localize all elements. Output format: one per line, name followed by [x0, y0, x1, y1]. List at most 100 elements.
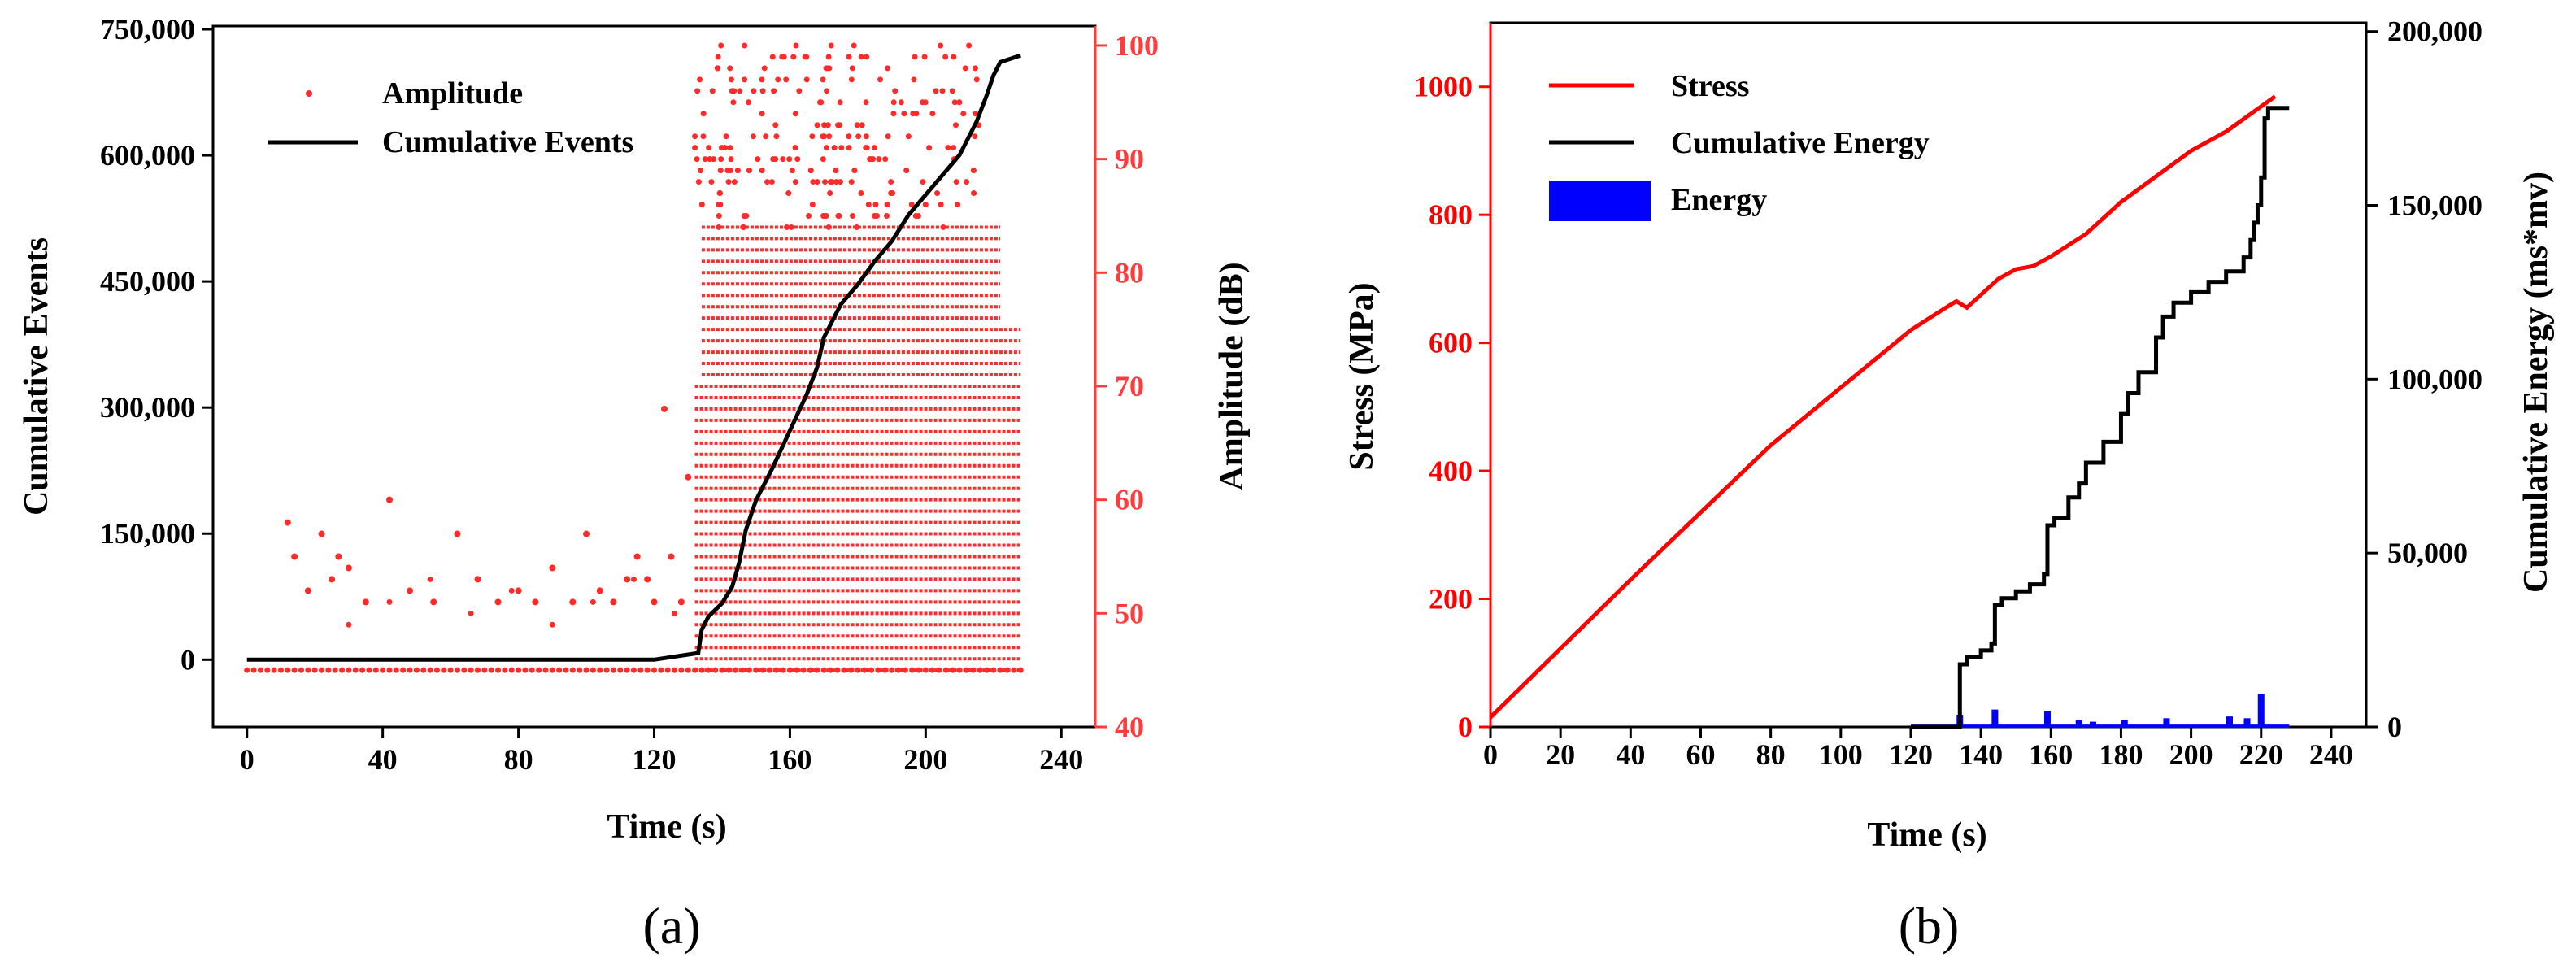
energy-bar	[2075, 720, 2082, 727]
amplitude-point	[685, 667, 691, 673]
legend-cumulative-energy-label: Cumulative Energy	[1671, 126, 1930, 160]
legend-cumulative-label: Cumulative Events	[382, 125, 633, 159]
amplitude-point	[630, 667, 637, 673]
amplitude-point	[912, 54, 918, 60]
x-tick-label-b: 20	[1546, 738, 1575, 771]
amplitude-point	[863, 145, 869, 151]
amplitude-point	[780, 156, 786, 163]
amplitude-point	[277, 667, 284, 673]
amplitude-point	[372, 667, 379, 673]
amplitude-point	[820, 212, 827, 219]
legend-amplitude-marker	[306, 90, 312, 97]
legend-energy-label: Energy	[1671, 183, 1767, 217]
amplitude-point	[590, 667, 596, 673]
amplitude-point	[761, 65, 768, 72]
amplitude-point	[933, 88, 939, 94]
amplitude-point	[790, 54, 797, 60]
y-tick-label-right-a: 70	[1115, 370, 1144, 402]
amplitude-point	[651, 667, 657, 673]
amplitude-point	[741, 212, 747, 219]
energy-bar	[2089, 721, 2096, 727]
caption-b: (b)	[1899, 897, 1960, 955]
amplitude-point	[820, 76, 826, 83]
amplitude-point	[966, 42, 973, 49]
amplitude-point	[865, 202, 872, 208]
amplitude-point	[716, 212, 722, 219]
y-tick-label-left-b: 600	[1429, 327, 1473, 359]
amplitude-point	[522, 667, 529, 673]
amplitude-point	[672, 610, 678, 616]
plot-marks-b	[1489, 94, 2290, 729]
x-axis-label-b: Time (s)	[1867, 816, 1986, 854]
amplitude-point	[858, 54, 864, 60]
amplitude-point	[892, 88, 899, 94]
amplitude-point	[884, 212, 890, 219]
amplitude-point	[474, 576, 481, 583]
energy-bar	[2257, 694, 2265, 727]
amplitude-point	[863, 99, 869, 106]
legend-amplitude-label: Amplitude	[382, 76, 523, 111]
amplitude-point	[715, 54, 721, 60]
x-tick-label-b: 0	[1483, 738, 1498, 771]
amplitude-point	[706, 145, 712, 151]
amplitude-point	[731, 179, 738, 185]
amplitude-point	[644, 667, 651, 673]
amplitude-point	[784, 224, 790, 230]
amplitude-point	[951, 145, 957, 151]
amplitude-point	[475, 667, 481, 673]
y-tick-label-right-a: 100	[1115, 29, 1159, 62]
amplitude-point	[583, 530, 590, 537]
amplitude-point	[742, 42, 748, 49]
amplitude-point	[305, 587, 311, 594]
y-axis-label-right-a: Amplitude (dB)	[1213, 262, 1251, 490]
legend-a: Amplitude Cumulative Events	[268, 76, 633, 159]
amplitude-point	[785, 190, 792, 197]
amplitude-point	[854, 224, 860, 230]
amplitude-point	[837, 122, 843, 128]
amplitude-point	[890, 190, 896, 197]
x-tick-label-b: 40	[1616, 738, 1645, 771]
y-tick-label-left-b: 1000	[1414, 71, 1473, 103]
amplitude-point	[271, 667, 277, 673]
amplitude-point	[700, 133, 707, 140]
x-tick-label-a: 240	[1039, 743, 1083, 776]
amplitude-point	[838, 145, 845, 151]
amplitude-point	[737, 88, 743, 94]
amplitude-point	[420, 667, 427, 673]
amplitude-point	[921, 54, 928, 60]
amplitude-point	[661, 405, 668, 412]
amplitude-point	[929, 111, 936, 117]
amplitude-point	[876, 156, 882, 163]
amplitude-point	[624, 667, 630, 673]
amplitude-point	[775, 76, 781, 83]
amplitude-point	[624, 576, 631, 583]
amplitude-point	[846, 145, 852, 151]
y-tick-label-right-a: 40	[1115, 711, 1144, 743]
x-tick-label-a: 40	[368, 743, 398, 776]
amplitude-point	[400, 667, 407, 673]
amplitude-point	[380, 667, 386, 673]
amplitude-point	[728, 76, 734, 83]
x-ticks-b: 0 20 40 60 80 100 120 140 160 180 200 220 240	[1483, 727, 2353, 771]
energy-bar	[1991, 709, 1999, 727]
amplitude-point	[698, 202, 705, 208]
x-tick-label-b: 160	[2029, 738, 2073, 771]
amplitude-point	[708, 179, 715, 185]
amplitude-point	[461, 667, 468, 673]
amplitude-point	[569, 667, 576, 673]
amplitude-point	[898, 99, 904, 106]
amplitude-point	[837, 99, 843, 106]
y-tick-label-left-a: 450,000	[100, 265, 195, 298]
amplitude-point	[825, 224, 832, 230]
amplitude-point	[970, 168, 977, 174]
amplitude-point	[772, 156, 779, 163]
amplitude-point	[953, 179, 959, 185]
amplitude-point	[508, 667, 515, 673]
plot-marks-a	[244, 42, 1024, 673]
amplitude-point	[926, 145, 933, 151]
chart-panel-a: 0 150,000 300,000 450,000 600,000 750,000 40 5…	[18, 13, 1251, 955]
amplitude-point	[707, 156, 713, 163]
amplitude-point	[769, 54, 776, 60]
y-tick-label-left-a: 300,000	[100, 391, 195, 424]
